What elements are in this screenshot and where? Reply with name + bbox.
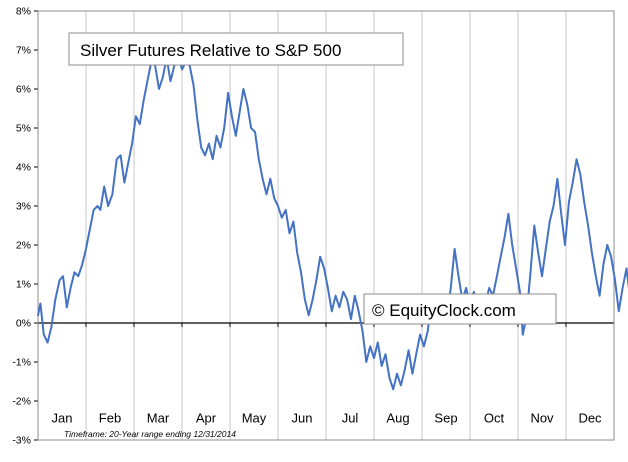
- x-tick-label: Mar: [147, 410, 170, 425]
- x-tick-label: Feb: [99, 410, 121, 425]
- y-tick-label: 4%: [16, 162, 31, 174]
- y-tick-label: 6%: [16, 84, 31, 96]
- watermark-text: © EquityClock.com: [372, 301, 516, 320]
- y-tick-label: 0%: [16, 318, 31, 330]
- footnote: Timeframe: 20-Year range ending 12/31/20…: [64, 429, 236, 439]
- x-tick-label: Jan: [52, 410, 73, 425]
- y-tick-label: 7%: [16, 45, 31, 57]
- y-tick-label: -1%: [12, 357, 31, 369]
- x-tick-label: Oct: [484, 410, 505, 425]
- y-tick-label: 5%: [16, 123, 31, 135]
- chart-title: Silver Futures Relative to S&P 500: [80, 41, 341, 60]
- x-axis: Jan Feb Mar Apr May Jun Jul Aug Sep Oct Nov Dec: [37, 322, 615, 425]
- x-tick-label: Sep: [434, 410, 457, 425]
- y-axis: 8% 7% 6% 5% 4% 3% 2% 1% 0% -1% -2% -3%: [12, 6, 38, 447]
- y-tick-label: -3%: [12, 435, 31, 447]
- plot-border: [37, 10, 615, 441]
- x-tick-label: Apr: [196, 410, 217, 425]
- x-tick-label: Dec: [578, 410, 602, 425]
- y-tick-label: 2%: [16, 240, 31, 252]
- watermark-box: © EquityClock.com: [363, 293, 557, 325]
- x-tick-label: May: [242, 410, 267, 425]
- y-tick-label: 3%: [16, 201, 31, 213]
- x-tick-label: Aug: [386, 410, 409, 425]
- x-tick-label: Jun: [292, 410, 313, 425]
- plot-area-border: [37, 10, 615, 441]
- y-tick-label: -2%: [12, 396, 31, 408]
- x-tick-label: Jul: [342, 410, 359, 425]
- x-tick-label: Nov: [530, 410, 554, 425]
- y-tick-label: 8%: [16, 6, 31, 18]
- y-tick-label: 1%: [16, 279, 31, 291]
- title-box: Silver Futures Relative to S&P 500: [68, 32, 404, 66]
